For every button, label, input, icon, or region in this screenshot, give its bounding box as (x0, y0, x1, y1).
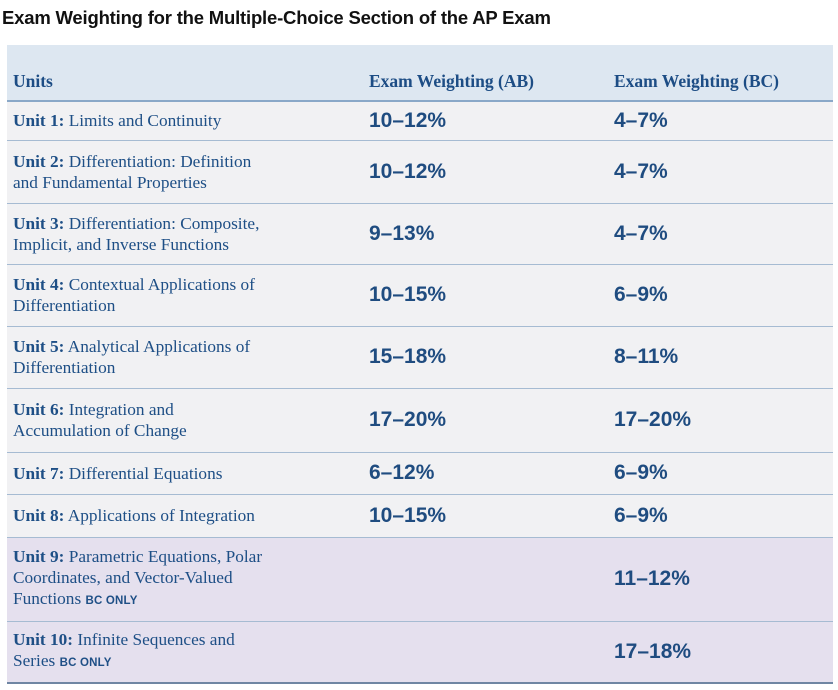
unit-title-line: Integration and (68, 400, 174, 419)
ab-weight (363, 537, 608, 621)
unit-cell: Unit 9: Parametric Equations, Polar Coor… (7, 537, 363, 621)
unit-title-line: Differentiation (13, 358, 116, 377)
header-units: Units (7, 45, 363, 102)
unit-cell: Unit 3: Differentiation: Composite, Impl… (7, 203, 363, 264)
bc-weight: 4–7% (614, 159, 668, 183)
unit-number: Unit 4: (13, 275, 65, 294)
unit-title-line: Differentiation: Definition (68, 151, 252, 171)
unit-title-line: Coordinates, and Vector-Valued (13, 568, 233, 587)
unit-number: Unit 2: (13, 151, 65, 171)
unit-cell: Unit 2: Differentiation: Definition and … (7, 140, 363, 203)
table-row-unit-1: Unit 1: Limits and Continuity 10–12% 4–7… (7, 101, 833, 140)
unit-title-line: Differentiation: Composite, (68, 213, 260, 233)
unit-title-line: Implicit, and Inverse Functions (13, 234, 229, 254)
unit-title-line: Series (13, 651, 56, 671)
ab-weight: 17–20% (369, 408, 447, 431)
unit-number: Unit 10: (13, 630, 74, 650)
unit-title-line: Contextual Applications of (68, 275, 255, 294)
unit-number: Unit 8: (13, 506, 65, 525)
bc-only-badge: BC ONLY (85, 595, 138, 607)
bc-weight: 6–9% (614, 283, 668, 306)
bc-weight: 4–7% (614, 221, 668, 245)
bc-weight: 17–18% (614, 639, 692, 663)
unit-cell: Unit 6: Integration and Accumulation of … (7, 388, 363, 452)
table-row-unit-8: Unit 8: Applications of Integration 10–1… (7, 494, 833, 537)
ab-weight: 9–13% (369, 221, 435, 245)
ab-weight: 10–15% (369, 503, 447, 527)
bc-weight: 17–20% (614, 408, 692, 431)
unit-cell: Unit 1: Limits and Continuity (7, 101, 363, 140)
unit-title-line: Applications of Integration (67, 506, 255, 525)
table-header-row: Units Exam Weighting (AB) Exam Weighting… (7, 45, 833, 102)
unit-title-line: Functions (13, 589, 82, 608)
table-row-unit-9: Unit 9: Parametric Equations, Polar Coor… (7, 537, 833, 621)
unit-title-line: and Fundamental Properties (13, 172, 207, 192)
unit-title-line: Analytical Applications of (67, 337, 251, 356)
ab-weight (363, 621, 608, 683)
unit-title-line: Parametric Equations, Polar (68, 547, 263, 566)
bc-weight: 6–9% (614, 503, 668, 527)
unit-title-line: Limits and Continuity (68, 111, 222, 131)
bc-weight: 6–9% (614, 461, 668, 484)
ab-weight: 10–15% (369, 283, 447, 306)
page-title: Exam Weighting for the Multiple-Choice S… (2, 7, 551, 28)
unit-title-line: Accumulation of Change (13, 421, 187, 440)
header-weighting-bc: Exam Weighting (BC) (608, 45, 833, 102)
bc-only-badge: BC ONLY (59, 657, 112, 670)
unit-number: Unit 5: (13, 337, 65, 356)
ab-weight: 6–12% (369, 461, 435, 484)
table-row-unit-6: Unit 6: Integration and Accumulation of … (7, 388, 833, 452)
bc-weight: 8–11% (614, 345, 679, 368)
exam-weighting-table: Units Exam Weighting (AB) Exam Weighting… (7, 45, 833, 684)
table-row-unit-2: Unit 2: Differentiation: Definition and … (7, 140, 833, 203)
table-row-unit-7: Unit 7: Differential Equations 6–12% 6–9… (7, 452, 833, 494)
unit-title-line: Differentiation (13, 296, 116, 315)
unit-number: Unit 6: (13, 400, 65, 419)
bc-weight: 4–7% (614, 108, 668, 132)
unit-cell: Unit 10: Infinite Sequences and Series B… (7, 621, 363, 683)
ab-weight: 15–18% (369, 345, 447, 368)
ab-weight: 10–12% (369, 159, 447, 183)
header-weighting-ab: Exam Weighting (AB) (363, 45, 608, 102)
unit-number: Unit 9: (13, 547, 65, 566)
unit-number: Unit 7: (13, 463, 65, 483)
unit-cell: Unit 7: Differential Equations (7, 452, 363, 494)
unit-title-line: Differential Equations (68, 463, 223, 483)
unit-number: Unit 3: (13, 213, 65, 233)
unit-number: Unit 1: (13, 111, 65, 131)
unit-cell: Unit 5: Analytical Applications of Diffe… (7, 326, 363, 388)
table-row-unit-3: Unit 3: Differentiation: Composite, Impl… (7, 203, 833, 264)
ab-weight: 10–12% (369, 108, 447, 132)
table-row-unit-10: Unit 10: Infinite Sequences and Series B… (7, 621, 833, 683)
unit-title-line: Infinite Sequences and (77, 630, 235, 650)
bc-weight: 11–12% (614, 567, 690, 590)
table-row-unit-5: Unit 5: Analytical Applications of Diffe… (7, 326, 833, 388)
unit-cell: Unit 4: Contextual Applications of Diffe… (7, 264, 363, 326)
unit-cell: Unit 8: Applications of Integration (7, 494, 363, 537)
table-row-unit-4: Unit 4: Contextual Applications of Diffe… (7, 264, 833, 326)
